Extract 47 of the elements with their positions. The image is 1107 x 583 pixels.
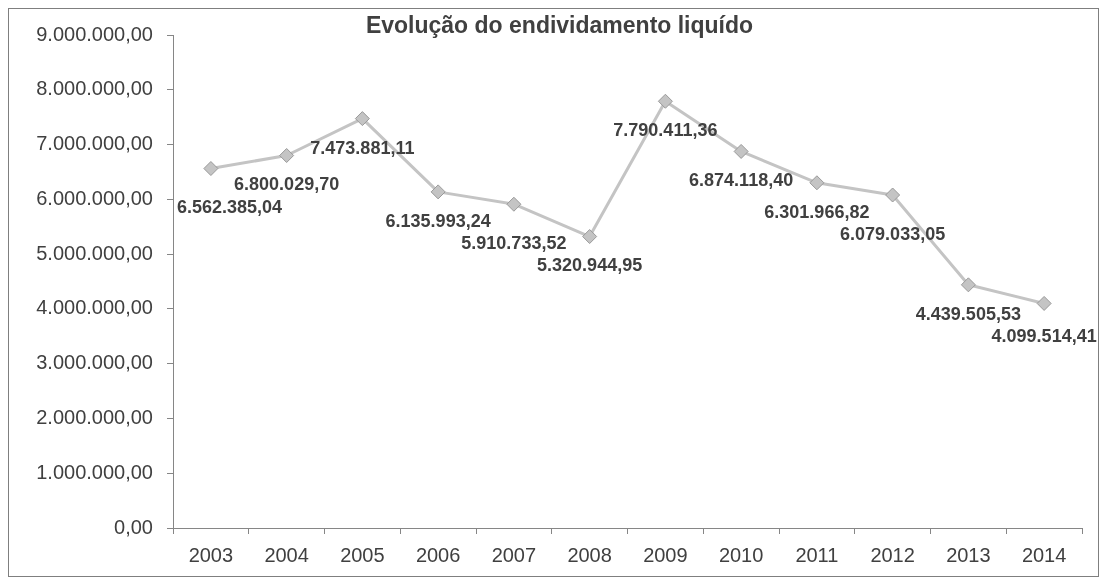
y-tick-label: 5.000.000,00 <box>36 241 153 264</box>
point <box>733 143 749 159</box>
data-label: 6.562.385,04 <box>177 197 283 218</box>
data-label: 7.473.881,11 <box>310 137 415 158</box>
point <box>203 161 219 177</box>
x-tick-label: 2004 <box>264 543 309 566</box>
y-tick-label: 8.000.000,00 <box>36 77 153 100</box>
x-tick-label: 2003 <box>188 543 234 566</box>
data-label: 6.135.993,24 <box>385 210 491 231</box>
y-tick-label: 2.000.000,00 <box>36 405 153 428</box>
point <box>1036 295 1052 311</box>
x-tick-label: 2012 <box>870 543 915 566</box>
data-label: 7.790.411,36 <box>613 120 718 141</box>
data-label: 4.439.505,53 <box>915 303 1021 324</box>
point <box>506 196 522 212</box>
x-tick-label: 2014 <box>1021 543 1067 566</box>
x-tick-label: 2009 <box>643 543 688 566</box>
y-tick-label: 7.000.000,00 <box>36 132 153 155</box>
chart-title: Evolução do endividamento liquído <box>365 12 754 39</box>
point <box>582 229 598 245</box>
point <box>960 277 976 293</box>
data-label: 6.079.033,05 <box>840 223 946 244</box>
point <box>430 184 446 200</box>
data-label: 6.301.966,82 <box>764 201 870 222</box>
point <box>279 148 295 164</box>
y-tick-label: 3.000.000,00 <box>36 351 153 374</box>
y-tick-label: 4.000.000,00 <box>36 296 153 319</box>
data-label: 5.910.733,52 <box>461 233 567 254</box>
x-tick-label: 2007 <box>491 543 537 566</box>
x-tick-label: 2008 <box>567 543 612 566</box>
x-tick-label: 2006 <box>415 543 461 566</box>
y-tick-label: 6.000.000,00 <box>36 186 153 209</box>
point <box>354 111 370 127</box>
x-tick-label: 2010 <box>718 543 764 566</box>
x-tick-label: 2011 <box>795 543 839 566</box>
data-label: 6.874.118,40 <box>689 170 794 191</box>
data-label: 6.800.029,70 <box>234 174 340 195</box>
data-label: 5.320.944,95 <box>537 255 643 276</box>
point <box>657 93 673 109</box>
x-tick-label: 2013 <box>946 543 991 566</box>
y-tick-label: 9.000.000,00 <box>36 22 153 45</box>
point <box>885 187 901 203</box>
point <box>809 175 825 191</box>
x-tick-label: 2005 <box>340 543 385 566</box>
data-label: 4.099.514,41 <box>991 326 1097 347</box>
y-tick-label: 0,00 <box>114 515 153 538</box>
y-tick-label: 1.000.000,00 <box>36 460 153 483</box>
